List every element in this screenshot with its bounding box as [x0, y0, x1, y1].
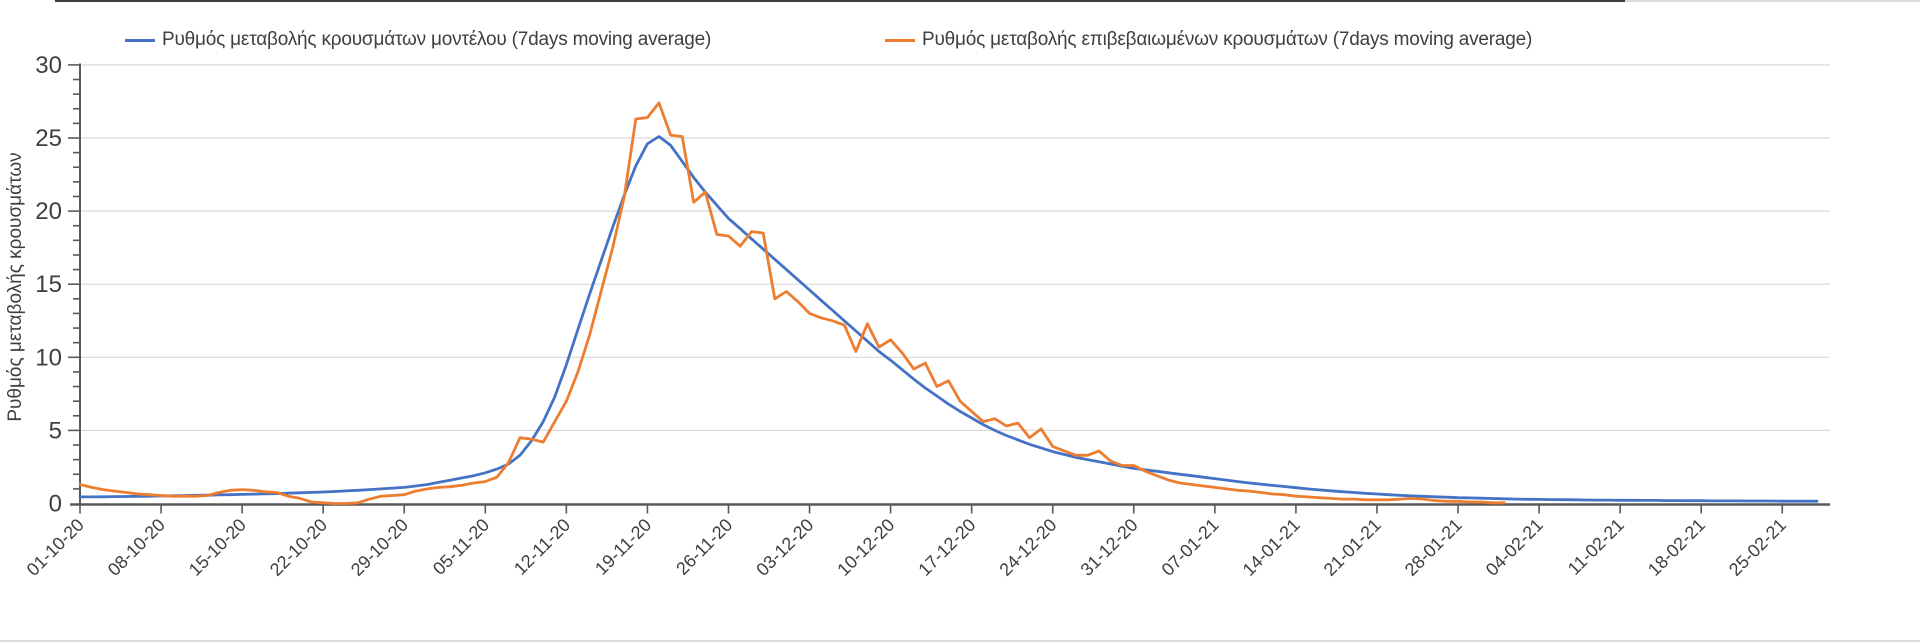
- series-model-line[interactable]: [78, 135, 1819, 503]
- sheet-row-top-border: [55, 0, 1625, 2]
- legend-swatch-model-line: [125, 38, 155, 42]
- y-tick-label-10: 10: [35, 344, 62, 371]
- x-tick-label-29-10-20: 29-10-20: [347, 515, 412, 580]
- x-tick-label-19-11-20: 19-11-20: [591, 515, 655, 579]
- x-tick-label-04-02-21: 04-02-21: [1482, 515, 1547, 580]
- x-tick-label-12-11-20: 12-11-20: [510, 515, 574, 579]
- x-tick-label-25-02-21: 25-02-21: [1725, 515, 1790, 580]
- legend-item-confirmed[interactable]: Ρυθμός μεταβολής επιβεβαιωμένων κρουσμάτ…: [885, 29, 1532, 51]
- x-tick-label-11-02-21: 11-02-21: [1564, 515, 1628, 579]
- x-tick-label-07-01-21: 07-01-21: [1158, 515, 1223, 580]
- y-tick-label-25: 25: [35, 125, 62, 152]
- x-tick-label-15-10-20: 15-10-20: [185, 515, 250, 580]
- legend-label-confirmed: Ρυθμός μεταβολής επιβεβαιωμένων κρουσμάτ…: [922, 29, 1533, 50]
- x-tick-label-22-10-20: 22-10-20: [266, 515, 331, 580]
- x-tick-label-14-01-21: 14-01-21: [1239, 515, 1304, 580]
- x-tick-label-18-02-21: 18-02-21: [1644, 515, 1709, 580]
- x-tick-label-01-10-20: 01-10-20: [23, 515, 88, 580]
- x-tick-label-08-10-20: 08-10-20: [104, 515, 169, 580]
- series-confirmed-line[interactable]: [78, 101, 1506, 505]
- sheet-row-top-border-light: [1625, 0, 1920, 2]
- legend-swatch-confirmed-line: [885, 38, 915, 42]
- y-tick-label-5: 5: [49, 417, 62, 444]
- x-tick-label-21-01-21: 21-01-21: [1320, 515, 1385, 580]
- y-axis-title: Ρυθμός μεταβολής κρουσμάτων: [5, 152, 26, 422]
- y-tick-label-20: 20: [35, 198, 62, 225]
- x-tick-label-24-12-20: 24-12-20: [995, 515, 1060, 580]
- y-tick-label-30: 30: [35, 52, 62, 79]
- legend-label-model: Ρυθμός μεταβολής κρουσμάτων μοντέλου (7d…: [162, 29, 712, 50]
- x-tick-label-03-12-20: 03-12-20: [752, 515, 817, 580]
- x-tick-label-05-11-20: 05-11-20: [429, 515, 493, 579]
- x-tick-label-17-12-20: 17-12-20: [914, 515, 979, 580]
- x-tick-label-10-12-20: 10-12-20: [833, 515, 898, 580]
- y-tick-label-0: 0: [49, 491, 62, 518]
- sheet-row-bottom-border: [0, 640, 1920, 642]
- y-tick-label-15: 15: [35, 271, 62, 298]
- legend-item-model[interactable]: Ρυθμός μεταβολής κρουσμάτων μοντέλου (7d…: [125, 29, 711, 51]
- x-tick-label-28-01-21: 28-01-21: [1401, 515, 1466, 580]
- x-tick-label-31-12-20: 31-12-20: [1077, 515, 1142, 580]
- x-tick-label-26-11-20: 26-11-20: [672, 515, 736, 579]
